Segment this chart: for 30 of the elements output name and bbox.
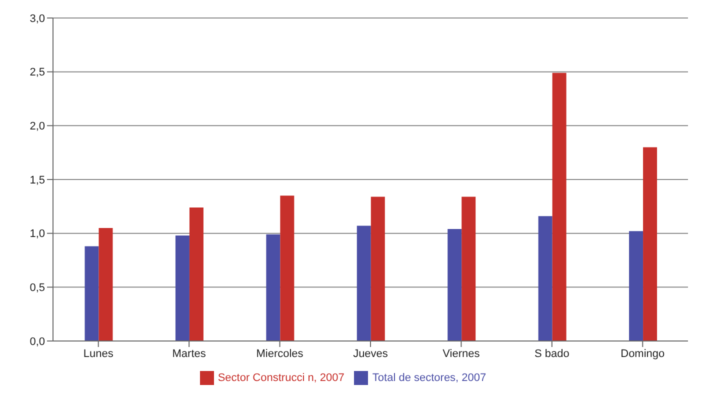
y-tick-label: 0,0 <box>30 336 45 348</box>
x-tick-label: Domingo <box>620 348 665 360</box>
y-tick-label: 2,5 <box>30 66 45 79</box>
x-tick-label: Jueves <box>353 348 388 360</box>
bar <box>448 229 462 341</box>
bar <box>552 72 566 341</box>
x-tick-label: Viernes <box>442 348 480 360</box>
y-tick-label: 2,0 <box>30 120 45 133</box>
y-tick-label: 3,0 <box>30 12 45 25</box>
bar <box>643 147 658 341</box>
y-tick-label: 1,0 <box>30 228 45 240</box>
bar <box>538 216 552 341</box>
bar <box>629 231 644 341</box>
x-tick-label: Miercoles <box>256 348 304 360</box>
bar <box>175 235 190 341</box>
x-tick-label: Lunes <box>83 348 114 360</box>
bar <box>356 226 371 341</box>
bar <box>370 196 385 341</box>
bar <box>280 196 294 341</box>
bar <box>98 228 113 341</box>
bar <box>84 246 99 341</box>
bar <box>189 207 204 341</box>
y-tick-label: 0,5 <box>30 282 45 294</box>
x-tick-label: S bado <box>534 348 570 360</box>
bar <box>266 234 280 341</box>
bar <box>462 196 476 341</box>
legend-label: Total de sectores, 2007 <box>372 372 486 384</box>
legend-label: Sector Construcci n, 2007 <box>218 372 344 384</box>
y-tick-label: 1,5 <box>30 174 45 186</box>
x-tick-label: Martes <box>172 348 206 360</box>
